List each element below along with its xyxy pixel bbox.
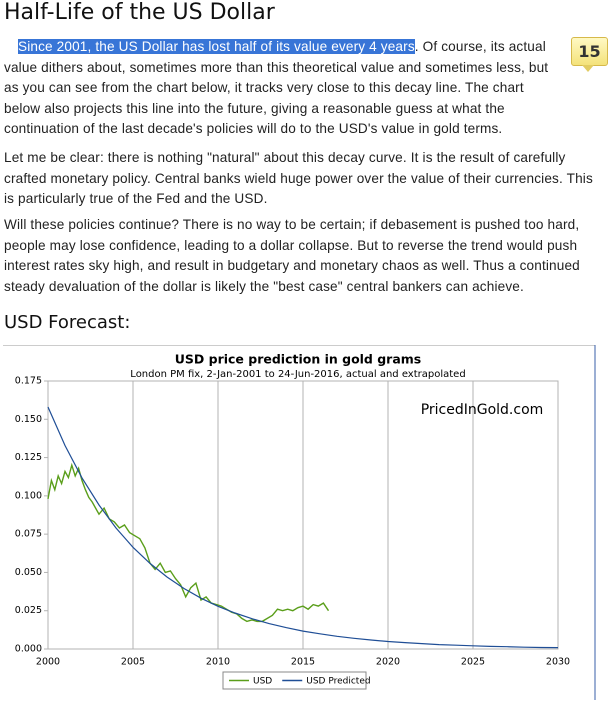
paragraph: Since 2001, the US Dollar has lost half … — [4, 37, 560, 140]
series-line — [47, 462, 330, 623]
chart: USD price prediction in gold grams Londo… — [3, 345, 596, 702]
series-line — [47, 406, 559, 649]
highlight: Since 2001, the US Dollar has lost half … — [18, 39, 415, 54]
paragraph-text: . Of course, its actual value dithers ab… — [4, 39, 549, 137]
x-tick-label: 2000 — [36, 657, 60, 668]
y-tick-label: 0.150 — [15, 414, 42, 425]
y-tick-label: 0.025 — [15, 605, 42, 616]
comment-count[interactable]: 15 — [571, 37, 608, 72]
legend-label: USD — [253, 677, 272, 687]
y-tick-label: 0.100 — [15, 490, 42, 501]
paragraph: Let me be clear: there is nothing "natur… — [4, 150, 593, 207]
x-tick-label: 2025 — [461, 657, 485, 668]
x-tick-label: 2005 — [121, 657, 145, 668]
watermark: PricedInGold.com — [421, 402, 544, 418]
chart-subtitle: London PM fix, 2-Jan-2001 to 24-Jun-2016… — [130, 369, 465, 380]
y-tick-label: 0.000 — [15, 644, 42, 655]
section-heading: USD Forecast: — [4, 312, 131, 333]
y-tick-label: 0.075 — [15, 529, 42, 540]
page-title: Half-Life of the US Dollar — [4, 0, 275, 25]
paragraph: Will these policies continue? There is n… — [4, 217, 580, 294]
legend-label: USD Predicted — [306, 677, 370, 687]
y-tick-label: 0.175 — [15, 376, 42, 387]
y-tick-label: 0.125 — [15, 452, 42, 463]
x-tick-label: 2015 — [291, 657, 315, 668]
chart-title: USD price prediction in gold grams — [175, 352, 422, 367]
y-tick-label: 0.050 — [15, 567, 42, 578]
x-tick-label: 2010 — [206, 657, 230, 668]
x-tick-label: 2020 — [376, 657, 400, 668]
x-tick-label: 2030 — [546, 657, 570, 668]
